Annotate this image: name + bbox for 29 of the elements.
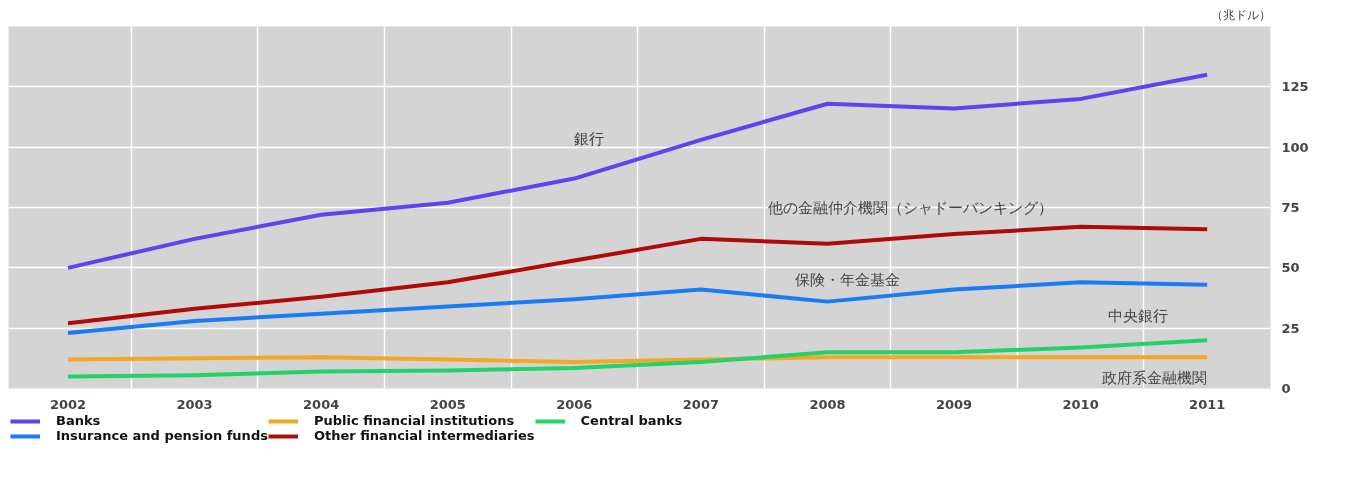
x-tick-label: 2010 <box>1062 396 1099 412</box>
y-tick-label: 50 <box>1281 260 1300 276</box>
line-series <box>65 72 1210 270</box>
x-tick-label: 2002 <box>49 396 87 412</box>
y-tick-label: 25 <box>1281 320 1300 336</box>
legend-label: Other financial intermediaries <box>313 428 535 443</box>
y-tick-label: 0 <box>1281 381 1291 396</box>
x-tick-label: 2008 <box>809 396 846 412</box>
y-tick-label: 100 <box>1281 139 1309 155</box>
x-tick-label: 2006 <box>556 396 593 412</box>
y-tick-label: 75 <box>1281 200 1300 215</box>
legend-label: Public financial institutions <box>313 413 515 428</box>
annotation: 保険・年金基金 <box>795 270 901 289</box>
annotation: 政府系金融機関 <box>1101 368 1207 387</box>
x-tick-label: 2009 <box>935 396 973 412</box>
legend-label: Central banks <box>580 413 683 428</box>
legend-label: Insurance and pension funds <box>56 428 268 443</box>
annotation: 銀行 <box>574 129 605 148</box>
legend-label: Banks <box>56 413 101 428</box>
annotation: 中央銀行 <box>1107 307 1168 326</box>
x-tick-label: 2005 <box>429 396 466 412</box>
x-tick-label: 2007 <box>682 396 719 412</box>
x-tick-label: 2003 <box>176 396 213 412</box>
x-tick-label: 2011 <box>1189 396 1226 412</box>
annotation: 他の金融仲介機関（シャドーバンキング） <box>768 198 1054 217</box>
x-tick-label: 2004 <box>303 396 340 412</box>
y-tick-label: 125 <box>1281 79 1309 95</box>
line-series <box>65 224 1210 326</box>
y-axis-title: （兆ドル） <box>1210 7 1271 22</box>
